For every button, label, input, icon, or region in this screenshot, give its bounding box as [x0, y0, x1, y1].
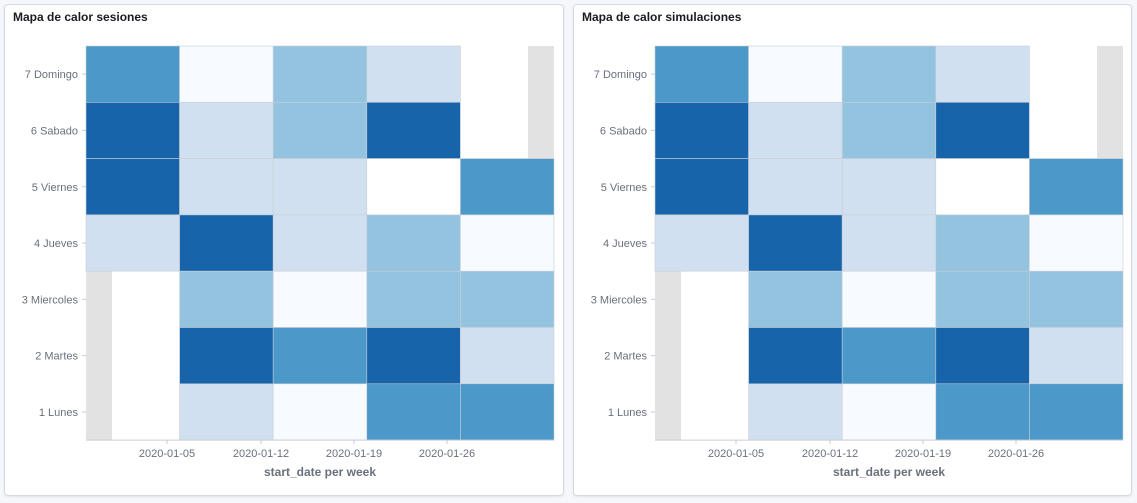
y-tick-label: 3 Miercoles [591, 294, 648, 306]
heatmap-cell[interactable] [460, 327, 555, 385]
heatmap-cell[interactable] [366, 270, 461, 328]
heatmap-cell[interactable] [272, 102, 368, 159]
heatmap-cell[interactable] [748, 158, 843, 216]
empty-bucket-top [1097, 46, 1123, 159]
heatmap-cell[interactable] [366, 214, 461, 272]
heatmap-cell[interactable] [841, 102, 937, 159]
y-tick-label: 1 Lunes [39, 407, 79, 419]
heatmap-chart[interactable]: 7 Domingo 6 Sabado 5 Viernes 4 Jueves 3 Mier… [5, 5, 565, 495]
heatmap-cell[interactable] [85, 158, 180, 216]
y-tick-label: 7 Domingo [594, 69, 647, 81]
heatmap-cell[interactable] [748, 214, 843, 272]
heatmap-cell[interactable] [179, 45, 274, 103]
heatmap-cell[interactable] [748, 327, 843, 385]
heatmap-cell[interactable] [841, 327, 937, 385]
heatmap-cell[interactable] [935, 270, 1030, 328]
heatmap-cell[interactable] [748, 102, 843, 159]
heatmap-cell[interactable] [272, 327, 368, 385]
y-tick-label: 5 Viernes [32, 182, 79, 194]
panel-title: Mapa de calor sesiones [13, 10, 148, 24]
panel-title: Mapa de calor simulaciones [582, 10, 742, 24]
heatmap-cell[interactable] [272, 270, 368, 328]
heatmap-cell[interactable] [272, 45, 368, 103]
heatmap-cell[interactable] [179, 270, 274, 328]
heatmap-cell[interactable] [654, 45, 749, 103]
x-tick-label: 2020-01-19 [895, 448, 951, 460]
heatmap-cell[interactable] [366, 158, 461, 216]
heatmap-cell[interactable] [841, 214, 937, 272]
heatmap-cell[interactable] [460, 214, 555, 272]
heatmap-cell[interactable] [460, 270, 555, 328]
heatmap-cell[interactable] [1029, 270, 1124, 328]
y-tick-label: 3 Miercoles [22, 294, 79, 306]
x-tick-label: 2020-01-26 [988, 448, 1044, 460]
heatmap-chart[interactable]: 7 Domingo 6 Sabado 5 Viernes 4 Jueves 3 Mier… [574, 5, 1133, 495]
x-axis-title: start_date per week [264, 465, 376, 479]
heatmap-cell[interactable] [460, 383, 555, 441]
heatmap-cell[interactable] [654, 102, 749, 159]
x-tick-label: 2020-01-12 [233, 448, 289, 460]
y-tick-label: 2 Martes [604, 351, 647, 363]
heatmap-panel-sessions: Mapa de calor sesiones 7 Domingo 6 Sabado… [4, 4, 564, 496]
heatmap-cell[interactable] [179, 383, 274, 441]
heatmap-cell[interactable] [179, 102, 274, 159]
heatmap-cell[interactable] [179, 214, 274, 272]
heatmap-cell[interactable] [935, 214, 1030, 272]
heatmap-cell[interactable] [935, 102, 1030, 159]
empty-bucket-top [528, 46, 554, 159]
y-tick-label: 5 Viernes [601, 182, 648, 194]
heatmap-cell[interactable] [366, 383, 461, 441]
heatmap-cell[interactable] [85, 102, 180, 159]
heatmap-cell[interactable] [1029, 383, 1124, 441]
heatmap-cell[interactable] [935, 158, 1030, 216]
y-tick-label: 4 Jueves [603, 238, 648, 250]
y-tick-label: 1 Lunes [608, 407, 648, 419]
y-tick-label: 6 Sabado [31, 125, 78, 137]
heatmap-cell[interactable] [841, 270, 937, 328]
empty-bucket-bottom [655, 271, 681, 441]
x-tick-label: 2020-01-26 [419, 448, 475, 460]
heatmap-cell[interactable] [366, 45, 461, 103]
heatmap-cell[interactable] [85, 214, 180, 272]
heatmap-cell[interactable] [748, 383, 843, 441]
x-tick-label: 2020-01-19 [326, 448, 382, 460]
heatmap-cell[interactable] [366, 327, 461, 385]
heatmap-panel-simulations: Mapa de calor simulaciones 7 Domingo 6 Sa… [573, 4, 1132, 496]
heatmap-cell[interactable] [272, 214, 368, 272]
heatmap-cell[interactable] [654, 214, 749, 272]
heatmap-cell[interactable] [748, 270, 843, 328]
x-tick-label: 2020-01-12 [802, 448, 858, 460]
heatmap-cell[interactable] [366, 102, 461, 159]
heatmap-cell[interactable] [85, 45, 180, 103]
x-tick-label: 2020-01-05 [708, 448, 764, 460]
heatmap-cell[interactable] [935, 45, 1030, 103]
heatmap-cell[interactable] [179, 327, 274, 385]
heatmap-cell[interactable] [748, 45, 843, 103]
x-axis-title: start_date per week [833, 465, 945, 479]
y-tick-label: 4 Jueves [34, 238, 79, 250]
heatmap-cell[interactable] [1029, 158, 1124, 216]
heatmap-cell[interactable] [272, 158, 368, 216]
heatmap-cell[interactable] [841, 383, 937, 441]
x-tick-label: 2020-01-05 [139, 448, 195, 460]
heatmap-cell[interactable] [272, 383, 368, 441]
heatmap-cell[interactable] [935, 327, 1030, 385]
heatmap-cell[interactable] [179, 158, 274, 216]
heatmap-cell[interactable] [1029, 214, 1124, 272]
y-tick-label: 2 Martes [35, 351, 78, 363]
heatmap-cell[interactable] [1029, 327, 1124, 385]
heatmap-cell[interactable] [841, 45, 937, 103]
y-tick-label: 7 Domingo [25, 69, 78, 81]
empty-bucket-bottom [86, 271, 112, 441]
heatmap-cell[interactable] [654, 158, 749, 216]
heatmap-cell[interactable] [841, 158, 937, 216]
y-tick-label: 6 Sabado [600, 125, 647, 137]
heatmap-cell[interactable] [935, 383, 1030, 441]
heatmap-cell[interactable] [460, 158, 555, 216]
